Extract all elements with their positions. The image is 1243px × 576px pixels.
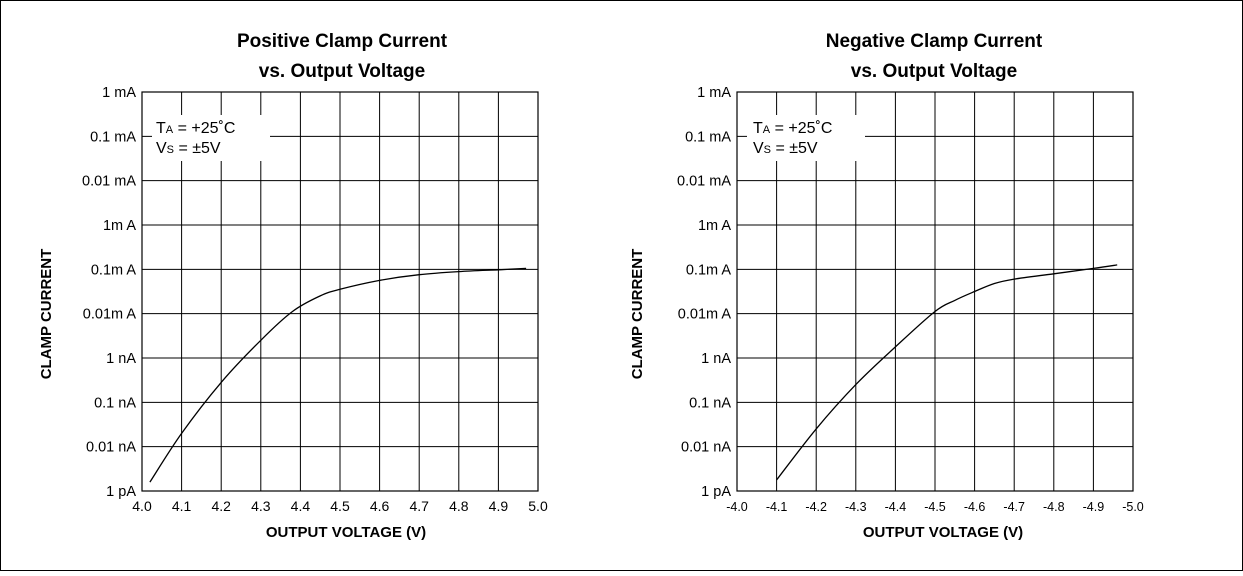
plot-area: [141, 91, 539, 492]
x-tick-label: -4.2: [805, 500, 827, 514]
plot-grid: [737, 92, 1133, 491]
chart-title-line2: vs. Output Voltage: [851, 61, 1017, 82]
y-tick-label: 1 mA: [102, 85, 136, 101]
y-tick-label: 0.01m A: [678, 307, 732, 323]
y-tick-label: 0.01 nA: [681, 440, 731, 456]
y-axis-title: CLAMP CURRENT: [38, 249, 55, 380]
x-tick-label: 5.0: [528, 498, 548, 514]
y-tick-label: 0.01 nA: [86, 440, 136, 456]
x-tick-label: -4.6: [964, 500, 986, 514]
y-tick-label: 0.01m A: [83, 307, 137, 323]
y-tick-label: 0.1 nA: [94, 395, 136, 411]
series-line: [776, 264, 1118, 481]
y-tick-label: 0.1 nA: [689, 395, 731, 411]
y-tick-label: 0.1 mA: [685, 129, 731, 145]
x-tick-label: 4.8: [449, 498, 469, 514]
x-tick-label: 4.2: [211, 498, 231, 514]
x-tick-label: -4.8: [1043, 500, 1065, 514]
x-tick-label: -4.9: [1083, 500, 1105, 514]
negative-clamp-chart: Negative Clamp Current vs. Output Voltag…: [629, 31, 1144, 541]
x-tick-label: -5.0: [1122, 500, 1144, 514]
x-tick-label: 4.1: [172, 498, 192, 514]
x-tick-labels: 4.0 4.1 4.2 4.3 4.4 4.5 4.6 4.7 4.8 4.9 5.0: [132, 498, 548, 514]
annotation-background: [747, 115, 865, 161]
y-tick-label: 1m A: [698, 218, 731, 234]
y-tick-label: 1 nA: [701, 351, 731, 367]
x-axis-title: OUTPUT VOLTAGE (V): [266, 524, 426, 541]
x-tick-label: 4.3: [251, 498, 271, 514]
x-axis-title: OUTPUT VOLTAGE (V): [863, 524, 1023, 541]
x-tick-label: 4.5: [330, 498, 350, 514]
y-tick-label: 1 pA: [701, 484, 731, 500]
x-tick-label: 4.9: [489, 498, 509, 514]
y-tick-label: 1 mA: [697, 85, 731, 101]
x-tick-label: -4.0: [726, 500, 748, 514]
y-tick-label: 1m A: [103, 218, 136, 234]
y-tick-label: 1 nA: [106, 351, 136, 367]
x-tick-label: 4.0: [132, 498, 152, 514]
chart-title-line2: vs. Output Voltage: [259, 61, 425, 82]
x-tick-label: 4.6: [370, 498, 390, 514]
x-tick-label: 4.4: [291, 498, 311, 514]
x-tick-labels: -4.0 -4.1 -4.2 -4.3 -4.4 -4.5 -4.6 -4.7 -4.8 -4.9…: [726, 500, 1144, 514]
x-tick-label: -4.4: [885, 500, 907, 514]
x-tick-label: -4.1: [766, 500, 788, 514]
y-tick-label: 0.1m A: [91, 262, 136, 278]
plot-area: [736, 91, 1134, 492]
annotation-vs: VS = ±5V: [156, 140, 221, 157]
y-tick-label: 0.01 mA: [82, 174, 136, 190]
y-tick-labels: 1 mA 0.1 mA 0.01 mA 1m A 0.1m A 0.01m A 1 nA 0.…: [677, 85, 731, 500]
annotation-vs: VS = ±5V: [753, 140, 818, 157]
x-tick-label: -4.7: [1003, 500, 1025, 514]
y-tick-labels: 1 mA 0.1 mA 0.01 mA 1m A 0.1m A 0.01m A 1 nA 0.…: [82, 85, 136, 500]
y-tick-label: 0.01 mA: [677, 174, 731, 190]
series-line: [149, 267, 527, 483]
y-axis-title: CLAMP CURRENT: [629, 249, 646, 380]
chart-title-line1: Positive Clamp Current: [237, 31, 448, 52]
x-tick-label: -4.5: [924, 500, 946, 514]
y-tick-label: 1 pA: [106, 484, 136, 500]
annotation-ta: TA = +25˚C: [753, 120, 832, 137]
chart-title-line1: Negative Clamp Current: [826, 31, 1043, 52]
y-tick-label: 0.1 mA: [90, 129, 136, 145]
annotation-background: [152, 115, 270, 161]
positive-clamp-chart: Positive Clamp Current vs. Output Voltag…: [38, 31, 548, 541]
x-tick-label: -4.3: [845, 500, 867, 514]
y-tick-label: 0.1m A: [686, 262, 731, 278]
x-tick-label: 4.7: [409, 498, 429, 514]
annotation-ta: TA = +25˚C: [156, 120, 235, 137]
